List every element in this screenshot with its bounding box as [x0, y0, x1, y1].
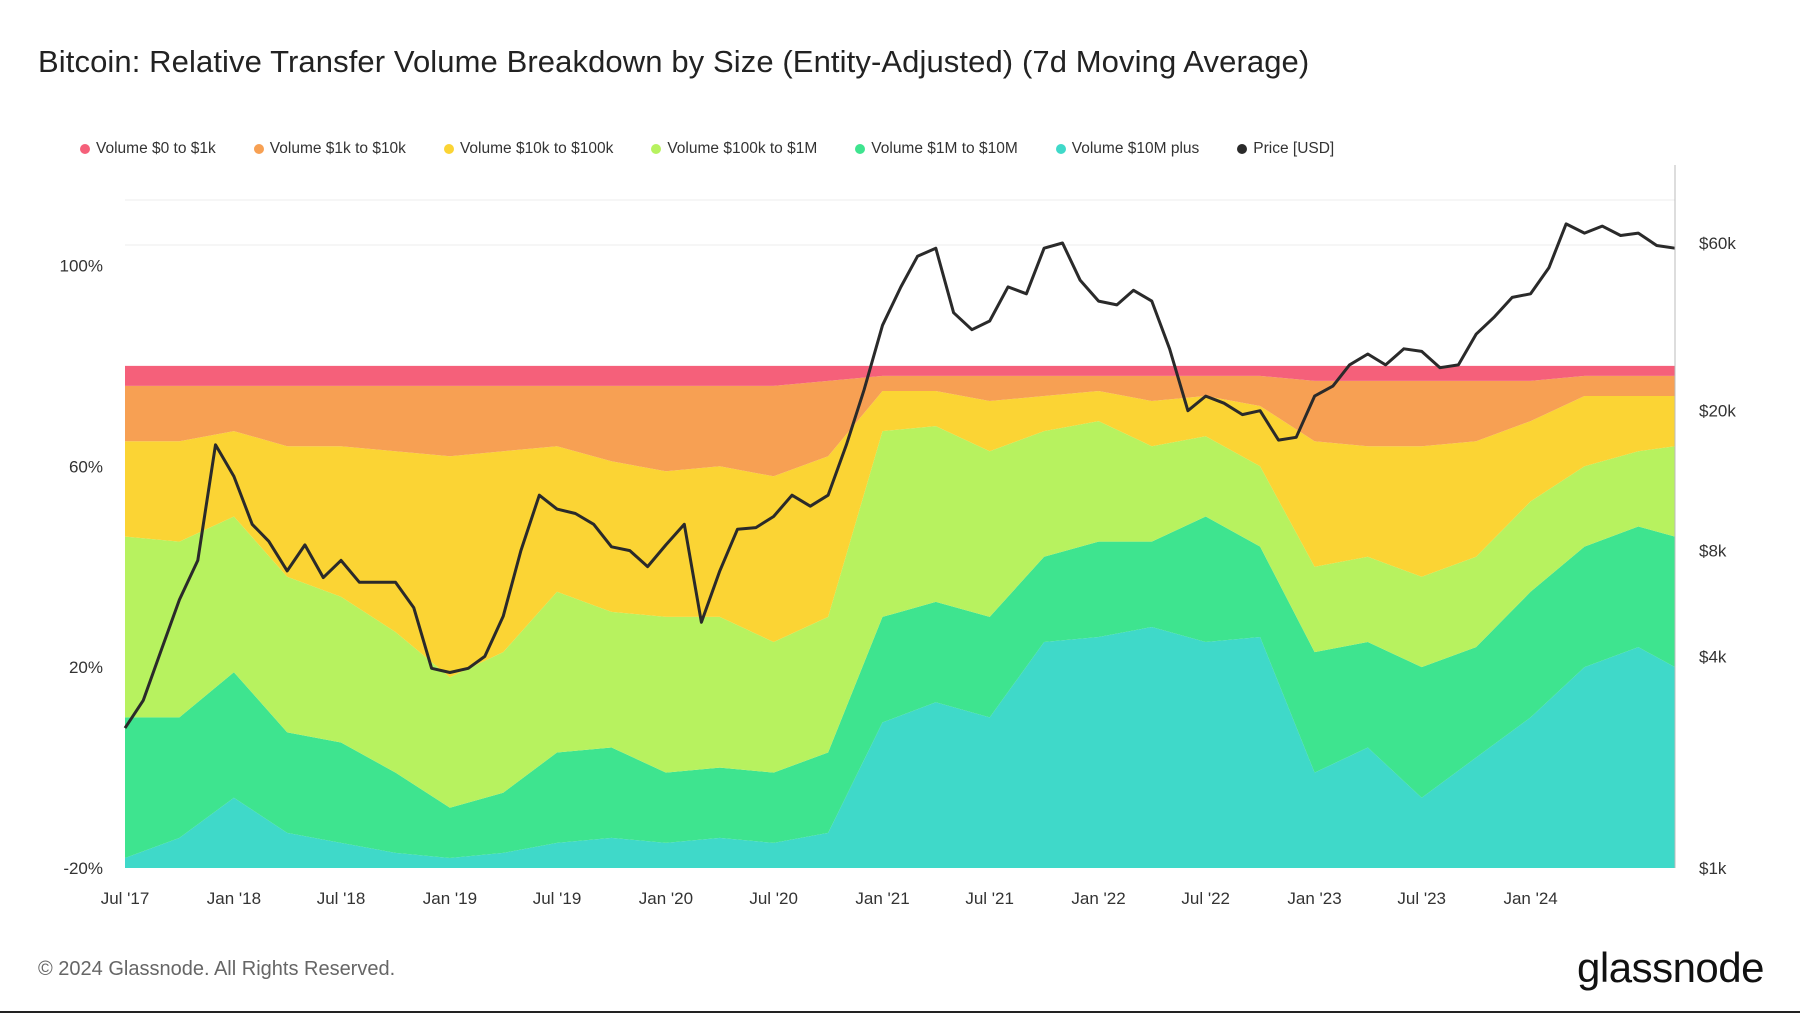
legend-label: Volume $10M plus — [1071, 140, 1200, 157]
x-axis-tick-label: Jul '21 — [965, 889, 1014, 908]
legend-marker-icon — [651, 144, 662, 154]
legend-label: Volume $0 to $1k — [96, 140, 216, 157]
area-volume-10k-to-100k — [125, 391, 1675, 678]
legend-marker-icon — [253, 144, 264, 154]
legend-item[interactable]: Volume $10k to $100k — [443, 140, 614, 158]
y2-axis-tick-label: $20k — [1699, 402, 1736, 421]
y-axis-tick-label: 100% — [60, 256, 103, 275]
x-axis-tick-label: Jan '18 — [207, 889, 261, 908]
legend-item[interactable]: Volume $0 to $1k — [80, 140, 216, 158]
x-axis-tick-label: Jul '23 — [1397, 889, 1446, 908]
y2-axis-tick-label: $1k — [1699, 859, 1727, 878]
x-axis-tick-label: Jan '24 — [1503, 889, 1557, 908]
glassnode-logo: glassnode — [1577, 944, 1764, 991]
legend-marker-icon — [855, 144, 866, 154]
legend-item[interactable]: Volume $1k to $10k — [253, 140, 406, 158]
x-axis-tick-label: Jul '19 — [533, 889, 582, 908]
x-axis-tick-label: Jan '19 — [423, 889, 477, 908]
area-volume-0-to-1k — [125, 365, 1675, 386]
legend-label: Volume $1k to $10k — [269, 140, 406, 157]
legend-marker-icon — [80, 144, 90, 154]
area-volume-1m-to-10m — [125, 516, 1675, 858]
y2-axis-tick-label: $4k — [1699, 647, 1727, 666]
legend-marker-icon — [1055, 144, 1066, 154]
x-axis-tick-label: Jul '20 — [749, 889, 798, 908]
legend-item[interactable]: Volume $100k to $1M — [651, 140, 817, 158]
y2-axis-tick-label: $8k — [1699, 542, 1727, 561]
chart-title: Bitcoin: Relative Transfer Volume Breakd… — [38, 44, 1310, 79]
legend-item[interactable]: Volume $1M to $10M — [855, 140, 1018, 158]
y2-axis-tick-label: $60k — [1699, 234, 1736, 253]
copyright-footer: © 2024 Glassnode. All Rights Reserved. — [38, 958, 396, 980]
area-volume-10m-plus — [125, 627, 1675, 868]
area-volume-1k-to-10k — [125, 375, 1675, 477]
legend-item[interactable]: Price [USD] — [1237, 140, 1334, 158]
area-volume-100k-to-1m — [125, 421, 1675, 808]
bottom-divider — [0, 1011, 1800, 1013]
y-axis-tick-label: 60% — [69, 457, 103, 476]
legend-label: Price [USD] — [1253, 140, 1335, 157]
y-axis-tick-label: 20% — [69, 658, 103, 677]
x-axis-tick-label: Jul '18 — [317, 889, 366, 908]
x-axis-tick-label: Jul '17 — [101, 889, 150, 908]
x-axis-tick-label: Jan '22 — [1071, 889, 1125, 908]
x-axis-tick-label: Jan '20 — [639, 889, 693, 908]
legend-label: Volume $100k to $1M — [667, 140, 818, 157]
legend-marker-icon — [1237, 144, 1248, 154]
legend-item[interactable]: Volume $10M plus — [1055, 140, 1200, 158]
price-line — [123, 222, 1676, 729]
legend-label: Volume $10k to $100k — [459, 140, 614, 157]
y-axis-tick-label: -20% — [63, 859, 103, 878]
legend-label: Volume $1M to $10M — [871, 140, 1018, 157]
x-axis-tick-label: Jul '22 — [1181, 889, 1230, 908]
legend-marker-icon — [443, 144, 454, 154]
chart-legend: Volume $0 to $1k Volume $1k to $10k Volume… — [80, 140, 1372, 158]
x-axis-tick-label: Jan '21 — [855, 889, 909, 908]
x-axis-tick-label: Jan '23 — [1287, 889, 1341, 908]
